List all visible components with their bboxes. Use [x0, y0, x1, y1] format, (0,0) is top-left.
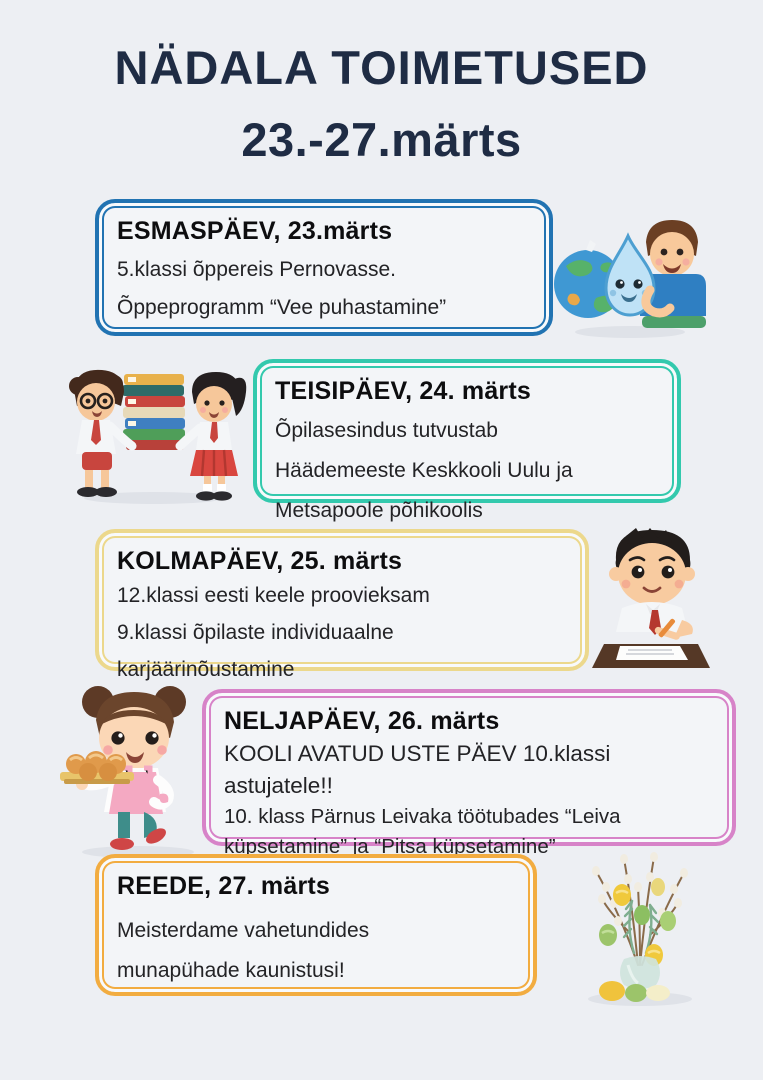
card-line: Metsapoole põhikoolis: [275, 499, 483, 522]
event-card-tuesday: TEISIPÄEV, 24. märts Õpilasesindus tutvu…: [253, 359, 681, 522]
card-title-thursday: NELJAPÄEV, 26. märts: [224, 707, 500, 735]
card-line-emphasis: astujatele!!: [224, 773, 333, 798]
card-title-wednesday: KOLMAPÄEV, 25. märts: [117, 547, 403, 575]
card-line: 5.klassi õppereis Pernovasse.: [117, 258, 396, 281]
poster-title-line1: NÄDALA TOIMETUSED: [114, 41, 649, 94]
boy-writing-at-desk-illustration: [592, 528, 710, 668]
card-line-emphasis: KOOLI AVATUD USTE PÄEV 10.klassi: [224, 741, 611, 766]
card-line: küpsetamine” ja “Pitsa küpsetamine”: [224, 835, 556, 858]
card-line: Häädemeeste Keskkooli Uulu ja: [275, 459, 573, 482]
boy-hugging-water-drop-and-earth-illustration: [554, 220, 706, 338]
baker-girl-with-tray-of-buns-illustration: [60, 686, 194, 858]
card-line: Õpilasesindus tutvustab: [275, 419, 498, 442]
easter-egg-willow-branches-in-vase-illustration: [588, 852, 692, 1006]
card-line: munapühade kaunistusi!: [117, 959, 345, 982]
card-line: 10. klass Pärnus Leivaka töötubades “Lei…: [224, 805, 621, 828]
card-line: karjäärinõustamine: [117, 658, 295, 681]
event-card-thursday: NELJAPÄEV, 26. märts KOOLI AVATUD USTE P…: [202, 689, 736, 858]
card-line: Õppeprogramm “Vee puhastamine”: [117, 296, 447, 319]
two-students-carrying-book-stack-illustration: [69, 369, 247, 504]
card-line: 9.klassi õpilaste individuaalne: [117, 621, 394, 644]
event-card-monday: ESMASPÄEV, 23.märts 5.klassi õppereis Pe…: [95, 199, 553, 336]
event-card-friday: REEDE, 27. märts Meisterdame vahetundide…: [95, 854, 537, 996]
card-title-friday: REEDE, 27. märts: [117, 872, 331, 900]
card-line: 12.klassi eesti keele proovieksam: [117, 584, 430, 607]
event-card-wednesday: KOLMAPÄEV, 25. märts 12.klassi eesti kee…: [95, 529, 589, 681]
card-title-tuesday: TEISIPÄEV, 24. märts: [275, 377, 531, 405]
poster-title-line2: 23.-27.märts: [241, 113, 522, 166]
card-line: Meisterdame vahetundides: [117, 919, 370, 942]
card-title-monday: ESMASPÄEV, 23.märts: [117, 217, 393, 245]
